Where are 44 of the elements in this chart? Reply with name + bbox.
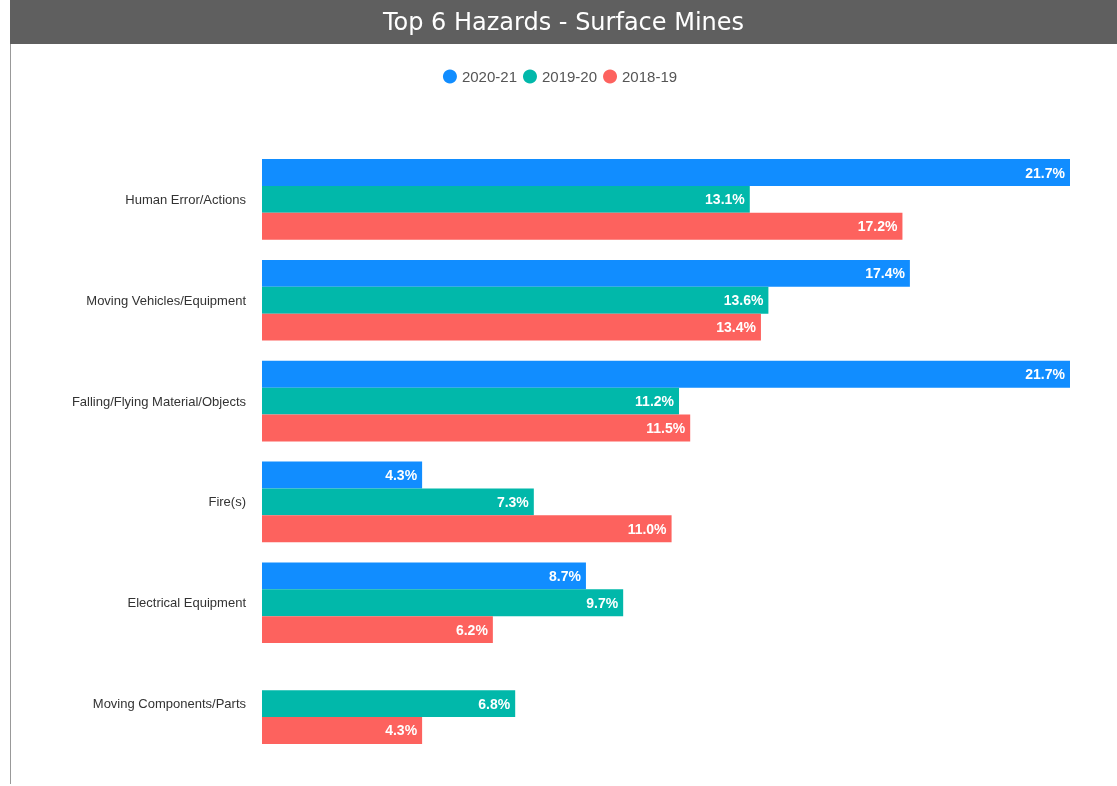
data-label: 21.7% xyxy=(1025,366,1066,383)
data-label: 4.3% xyxy=(385,722,418,739)
data-label: 17.2% xyxy=(857,218,898,235)
data-label: 11.5% xyxy=(646,419,686,436)
data-label: 11.0% xyxy=(627,520,668,537)
bar xyxy=(262,159,1070,186)
bar xyxy=(262,185,750,213)
bar xyxy=(262,286,769,314)
bar xyxy=(262,589,624,617)
bar xyxy=(262,387,680,415)
y-tick-label: Moving Vehicles/Equipment xyxy=(86,292,247,308)
y-tick-label: Fire(s) xyxy=(208,494,246,510)
data-label: 21.7% xyxy=(1025,164,1066,181)
bar xyxy=(262,313,761,341)
data-label: 6.8% xyxy=(478,695,511,712)
y-tick-label: Moving Components/Parts xyxy=(92,696,247,712)
data-label: 8.7% xyxy=(549,567,582,584)
data-label: 13.1% xyxy=(705,191,746,208)
bar xyxy=(262,690,516,718)
bar xyxy=(262,461,423,489)
bar xyxy=(262,616,493,644)
data-label: 6.2% xyxy=(455,621,489,638)
bar xyxy=(262,360,1070,388)
data-label: 4.3% xyxy=(385,467,418,484)
bar xyxy=(262,515,672,543)
bar xyxy=(262,212,903,240)
bar xyxy=(262,717,423,744)
data-label: 7.3% xyxy=(496,493,530,510)
legend-label: 2018-19 xyxy=(622,68,678,85)
data-label: 11.2% xyxy=(635,393,675,410)
data-label: 17.4% xyxy=(865,265,906,282)
legend-label: 2020-21 xyxy=(461,68,517,85)
y-tick-label: Human Error/Actions xyxy=(125,191,247,207)
bar xyxy=(262,414,691,442)
bar xyxy=(262,488,534,516)
y-tick-label: Electrical Equipment xyxy=(127,595,247,611)
bar xyxy=(262,562,586,590)
data-label: 13.4% xyxy=(716,319,757,336)
bar xyxy=(262,259,910,287)
legend-label: 2019-20 xyxy=(541,68,598,85)
chart-title: Top 6 Hazards - Surface Mines xyxy=(10,0,1117,44)
data-label: 13.6% xyxy=(723,292,764,309)
y-tick-label: Falling/Flying Material/Objects xyxy=(71,393,247,409)
data-label: 9.7% xyxy=(586,594,619,611)
